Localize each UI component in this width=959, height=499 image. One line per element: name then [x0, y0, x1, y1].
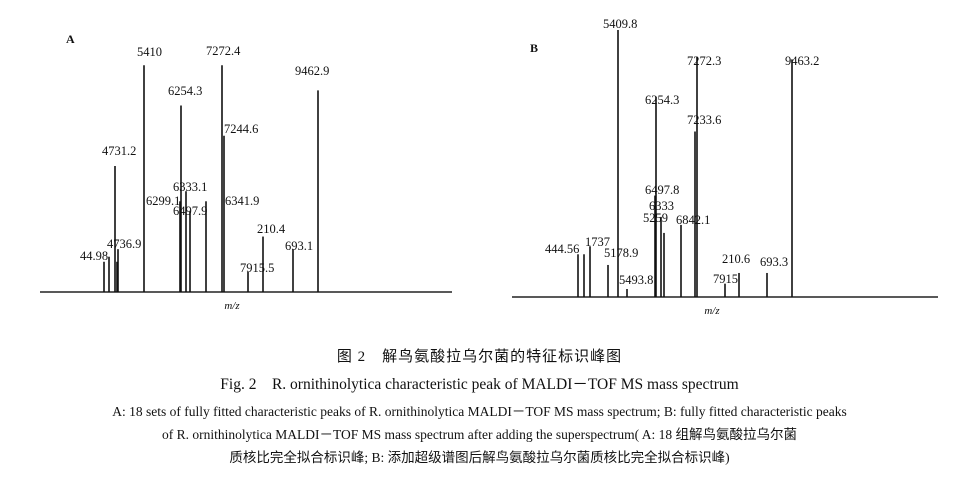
peak-label: 6333: [649, 199, 674, 213]
panel-label: A: [66, 32, 75, 46]
peak-label: 44.98: [80, 249, 108, 263]
peak-label: 693.1: [285, 239, 313, 253]
peak-label: 9463.2: [785, 54, 819, 68]
panel-label: B: [530, 41, 538, 55]
peak-label: 210.4: [257, 222, 286, 236]
peak-label: 4731.2: [102, 144, 136, 158]
peak-label: 9462.9: [295, 64, 329, 78]
figure-note-line-3: 质核比完全拟合标识峰; B: 添加超级谱图后解鸟氨酸拉乌尔菌质核比完全拟合标识峰…: [229, 450, 730, 465]
peak-label: 6341.9: [225, 194, 259, 208]
peak-label: 1737: [585, 235, 610, 249]
peak-label: 6497.8: [645, 183, 679, 197]
peak-label: 7233.6: [687, 113, 721, 127]
figure-note-line-1: A: 18 sets of fully fitted characteristi…: [112, 404, 847, 419]
peak-label: 6842.1: [676, 213, 710, 227]
peak-label: 693.3: [760, 255, 788, 269]
peak-label: 6254.3: [645, 93, 679, 107]
peak-label: 5409.8: [603, 17, 637, 31]
peak-label: 5493.8: [619, 273, 653, 287]
peak-label: 6299.1: [146, 194, 180, 208]
peak-label: 4736.9: [107, 237, 141, 251]
peak-label: 6497.9: [173, 204, 207, 218]
peak-label: 7244.6: [224, 122, 258, 136]
peak-label: 6333.1: [173, 180, 207, 194]
x-axis-label: m/z: [704, 305, 720, 317]
x-axis-label: m/z: [224, 300, 240, 312]
peak-label: 6254.3: [168, 84, 202, 98]
figure-title-en: Fig. 2 R. ornithinolytica characteristic…: [220, 376, 739, 393]
peak-label: 7272.4: [206, 44, 241, 58]
peak-label: 210.6: [722, 252, 750, 266]
peak-label: 5178.9: [604, 246, 638, 260]
peak-label: 5410: [137, 45, 162, 59]
peak-label: 7915: [713, 272, 738, 286]
peak-label: 7915.5: [240, 261, 274, 275]
peak-label: 5259: [643, 211, 668, 225]
peak-label: 444.56: [545, 242, 579, 256]
figure-title-cn: 图 2 解鸟氨酸拉乌尔菌的特征标识峰图: [336, 349, 623, 365]
peak-label: 7272.3: [687, 54, 721, 68]
figure-note-line-2: of R. ornithinolytica MALDI－TOF MS mass …: [162, 427, 797, 442]
